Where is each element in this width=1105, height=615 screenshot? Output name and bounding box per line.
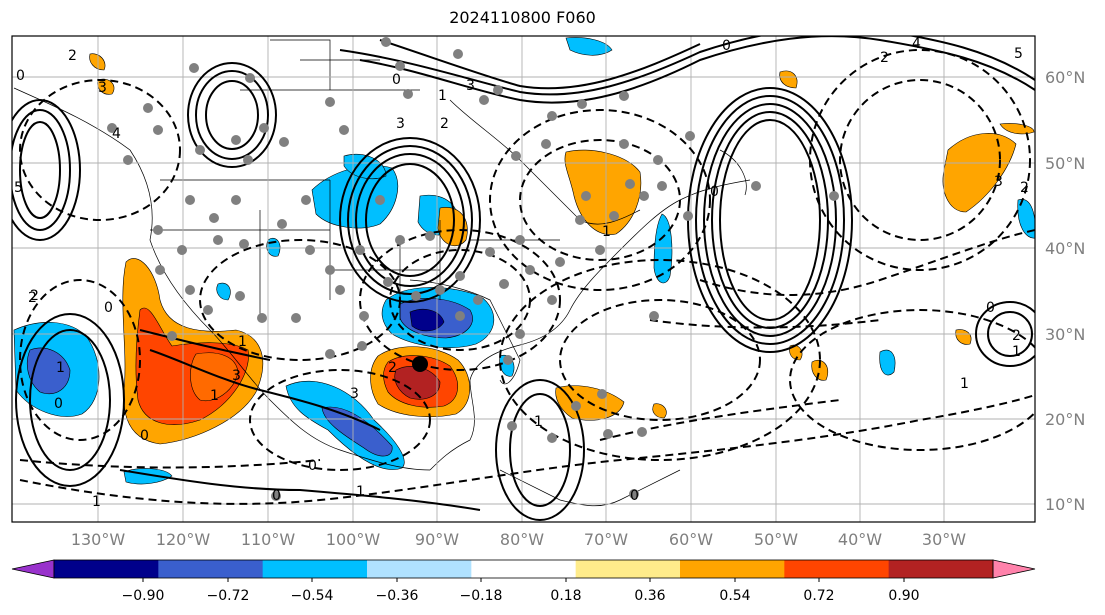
lon-label: 110°W <box>241 530 296 549</box>
contour-label: 5 <box>14 180 23 196</box>
lon-label: 120°W <box>156 530 211 549</box>
latitude-labels: 60°N 50°N 40°N 30°N 20°N 10°N <box>1045 68 1085 514</box>
map-title: 2024110800 F060 <box>449 8 596 27</box>
lon-label: 40°W <box>838 530 882 549</box>
contour-label: 1 <box>356 484 365 500</box>
contour-label: 2 <box>440 116 449 132</box>
lon-label: 60°W <box>669 530 713 549</box>
map-panel: 2 3 0 5 4 3 0 3 2 1 0 5 4 2 3 2 0 1 2 1 … <box>12 36 1035 522</box>
contour-label: 1 <box>960 376 969 392</box>
contour-label: 0 <box>104 300 113 316</box>
contour-label: 0 <box>54 396 63 412</box>
colorbar-under-extend <box>11 559 55 579</box>
contour-label: 2 <box>880 50 889 66</box>
contour-label: 2 <box>1012 328 1021 344</box>
contour-label: 2 <box>388 360 397 376</box>
lon-label: 100°W <box>326 530 381 549</box>
contour-label: 1 <box>438 88 447 104</box>
dashed-contours <box>19 49 1035 505</box>
lat-label: 60°N <box>1045 68 1085 87</box>
colorbar-label: 0.72 <box>803 588 834 604</box>
contour-label: 4 <box>112 126 121 142</box>
colorbar-swatch <box>54 560 159 578</box>
lon-label: 70°W <box>584 530 628 549</box>
lat-label: 20°N <box>1045 410 1085 429</box>
contour-label: 2 <box>1020 180 1029 196</box>
colorbar-label: −0.90 <box>122 588 165 604</box>
contour-label: 1 <box>210 388 219 404</box>
contour-label: 4 <box>912 36 921 52</box>
contour-label: 1 <box>1012 344 1021 360</box>
colorbar-swatch <box>784 560 890 578</box>
lon-label: 90°W <box>415 530 459 549</box>
colorbar-label: 0.36 <box>634 588 665 604</box>
colorbar: −0.90 −0.72 −0.54 −0.36 −0.18 0.18 0.36 … <box>11 559 1036 604</box>
colorbar-swatches <box>11 559 1036 579</box>
contour-label: 1 <box>534 414 543 430</box>
map-frame <box>11 35 1036 523</box>
lat-label: 50°N <box>1045 154 1085 173</box>
colorbar-over-extend <box>992 559 1036 579</box>
track-marker <box>412 356 428 372</box>
lat-label: 40°N <box>1045 239 1085 258</box>
shaded-regions <box>13 37 1035 485</box>
contour-label: 2 <box>68 48 77 64</box>
contour-label: 2 <box>28 290 37 306</box>
colorbar-tick-labels: −0.90 −0.72 −0.54 −0.36 −0.18 0.18 0.36 … <box>122 588 920 604</box>
lon-label: 130°W <box>71 530 126 549</box>
contour-label: 1 <box>56 360 65 376</box>
contour-label: 0 <box>272 488 281 504</box>
contour-label: 0 <box>308 458 317 474</box>
lat-label: 10°N <box>1045 495 1085 514</box>
longitude-labels: 130°W 120°W 110°W 100°W 90°W 80°W 70°W 6… <box>71 530 966 549</box>
contour-label: 3 <box>396 116 405 132</box>
contour-label: 1 <box>602 224 611 240</box>
contour-label: 3 <box>466 78 475 94</box>
contour-label: 0 <box>392 72 401 88</box>
contour-label: 3 <box>232 368 241 384</box>
lon-label: 80°W <box>500 530 544 549</box>
colorbar-swatch <box>575 560 681 578</box>
contour-label: 0 <box>722 38 731 54</box>
contour-label: 0 <box>710 184 719 200</box>
colorbar-label: 0.90 <box>888 588 919 604</box>
contour-label: 1 <box>238 334 247 350</box>
solid-contours <box>12 36 1035 521</box>
lat-label: 30°N <box>1045 325 1085 344</box>
colorbar-swatch <box>158 560 264 578</box>
contour-label-group: 2 3 0 5 4 3 0 3 2 1 0 5 4 2 3 2 0 1 2 1 … <box>14 36 1029 510</box>
colorbar-label: −0.36 <box>376 588 419 604</box>
lon-label: 30°W <box>922 530 966 549</box>
contour-label: 0 <box>16 68 25 84</box>
colorbar-swatch <box>888 560 994 578</box>
colorbar-label: −0.54 <box>291 588 334 604</box>
colorbar-label: −0.72 <box>207 588 250 604</box>
contour-label: 0 <box>630 488 639 504</box>
contour-label: 0 <box>986 300 995 316</box>
contour-label: 2 <box>30 288 39 304</box>
contour-label: 0 <box>140 428 149 444</box>
station-dots <box>107 37 839 501</box>
colorbar-swatch <box>367 560 472 578</box>
colorbar-swatch <box>680 560 785 578</box>
contour-label: 5 <box>1014 46 1023 62</box>
contour-label: 3 <box>98 80 107 96</box>
colorbar-label: 0.18 <box>550 588 581 604</box>
colorbar-ticks <box>142 578 905 582</box>
colorbar-swatch <box>471 560 577 578</box>
colorbar-label: 0.54 <box>719 588 750 604</box>
colorbar-frame <box>53 559 994 579</box>
contour-label: 1 <box>92 494 101 510</box>
contour-label: 3 <box>350 386 359 402</box>
contour-label: 3 <box>994 174 1003 190</box>
colorbar-swatch <box>262 560 368 578</box>
colorbar-label: −0.18 <box>460 588 503 604</box>
lon-label: 50°W <box>754 530 798 549</box>
